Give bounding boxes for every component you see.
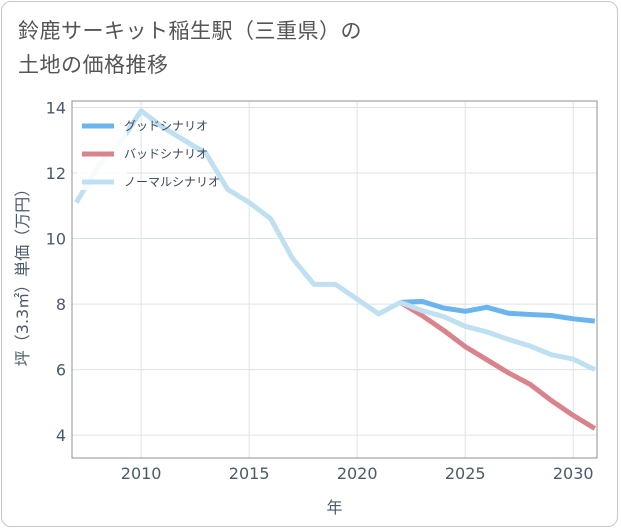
y-tick-label: 14	[46, 99, 66, 118]
series-line-1	[400, 298, 596, 324]
y-tick-label: 12	[46, 164, 66, 183]
x-tick-label: 2030	[553, 464, 594, 483]
series-line-2	[399, 300, 597, 431]
y-tick-label: 6	[56, 361, 66, 380]
legend-label: グッドシナリオ	[124, 119, 208, 133]
x-axis-title: 年	[326, 498, 342, 517]
tick-labels: 2010 2015 2020 2025 2030 4 6 8 10 12 14	[46, 99, 594, 483]
y-tick-label: 4	[56, 426, 66, 445]
legend-label: バッドシナリオ	[124, 147, 208, 161]
chart-title: 鈴鹿サーキット稲生駅（三重県）の 土地の価格推移	[18, 19, 362, 77]
plot-border	[71, 100, 598, 459]
legend-background	[77, 110, 127, 190]
x-tick-label: 2010	[121, 464, 162, 483]
y-tick-label: 8	[56, 295, 66, 314]
legend-label: ノーマルシナリオ	[124, 175, 220, 189]
grid	[72, 101, 597, 458]
x-tick-label: 2020	[337, 464, 378, 483]
series-lines	[74, 108, 597, 431]
y-axis-title: 坪（3.3㎡）単価（万円）	[13, 181, 32, 366]
x-tick-label: 2025	[445, 464, 486, 483]
series-line-3	[74, 108, 596, 372]
y-tick-label: 10	[46, 230, 66, 249]
x-tick-label: 2015	[229, 464, 270, 483]
